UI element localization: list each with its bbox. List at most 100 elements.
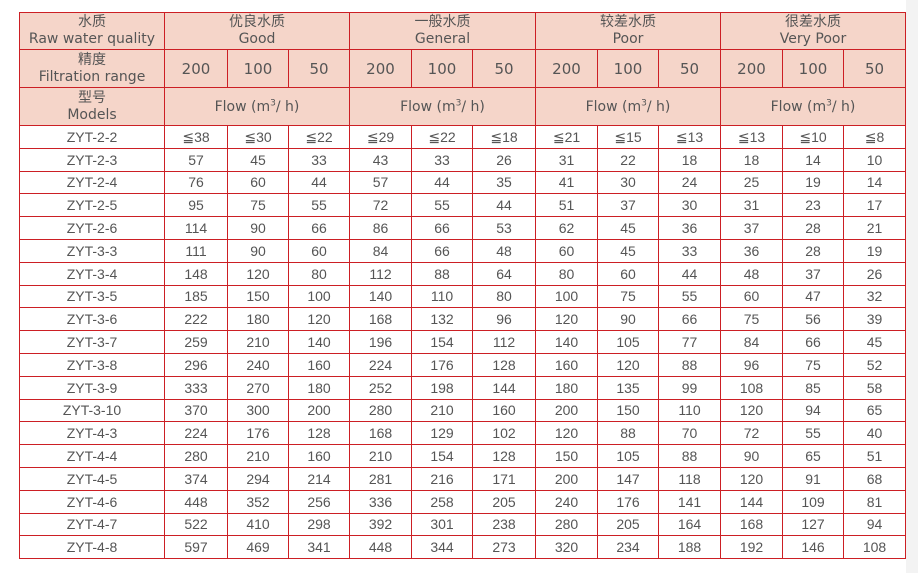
model-cell: ZYT-3-5	[19, 284, 165, 309]
flow-value-cell: 80	[288, 261, 350, 286]
flow-value-cell: 65	[782, 444, 844, 468]
flow-value-cell: 205	[472, 489, 536, 514]
flow-value-cell: 19	[782, 170, 844, 195]
model-cell: ZYT-2-4	[19, 170, 165, 195]
flow-value-cell: 65	[842, 398, 907, 423]
flow-value-cell: 333	[164, 375, 228, 400]
model-cell: ZYT-4-3	[19, 421, 165, 446]
flow-value-cell: 51	[535, 193, 598, 218]
flow-value-cell: 88	[658, 444, 721, 468]
model-cell: ZYT-3-4	[19, 261, 165, 286]
flow-value-cell: 198	[411, 375, 473, 400]
flow-value-cell: 140	[288, 330, 350, 354]
flow-value-cell: 25	[720, 170, 783, 195]
flow-value-cell: 60	[535, 238, 598, 263]
flow-value-cell: 90	[720, 444, 783, 468]
flow-value-cell: 258	[411, 489, 473, 514]
flow-value-cell: 160	[535, 352, 598, 377]
flow-value-cell: 118	[658, 466, 721, 491]
flow-value-cell: 176	[411, 352, 473, 377]
table-row: ZYT-4-3 224 176 128 168 129 102 120 88 70 72 55 40	[19, 421, 907, 446]
flow-value-cell: 99	[658, 375, 721, 400]
flow-value-cell: 141	[658, 489, 721, 514]
flow-value-cell: ≦30	[227, 125, 289, 149]
flow-value-cell: 55	[288, 193, 350, 218]
flow-value-cell: 128	[288, 421, 350, 446]
flow-value-cell: 129	[411, 421, 473, 446]
flow-unit-label: Flow (m3/ h)	[719, 87, 907, 126]
flow-value-cell: 150	[597, 398, 659, 423]
flow-value-cell: 66	[782, 330, 844, 354]
flow-value-cell: 17	[842, 193, 907, 218]
flow-value-cell: 216	[411, 466, 473, 491]
flow-value-cell: 90	[597, 307, 659, 332]
flow-value-cell: 150	[535, 444, 598, 468]
flow-value-cell: 44	[472, 193, 536, 218]
model-cell: ZYT-3-8	[19, 352, 165, 377]
flow-value-cell: 168	[349, 421, 412, 446]
flow-value-cell: 105	[597, 444, 659, 468]
flow-value-cell: 176	[597, 489, 659, 514]
flow-value-cell: 140	[349, 284, 412, 309]
flow-value-cell: 37	[597, 193, 659, 218]
flow-value-cell: 140	[535, 330, 598, 354]
table-row: ZYT-4-5 374 294 214 281 216 171 200 147 118 120 91 6…	[19, 466, 907, 491]
flow-value-cell: 128	[472, 352, 536, 377]
table-row: ZYT-2-2 ≦38 ≦30 ≦22 ≦29 ≦22 ≦18 ≦21 ≦15 ≦13 ≦13 ≦10…	[19, 125, 907, 149]
flow-value-cell: 62	[535, 216, 598, 240]
flow-value-cell: 81	[842, 489, 907, 514]
flow-value-cell: 210	[411, 398, 473, 423]
flow-value-cell: 522	[164, 512, 228, 537]
models-flow-row: 型号 Models Flow (m3/ h) Flow (m3/ h) Flow (m…	[19, 87, 907, 126]
flow-value-cell: 281	[349, 466, 412, 491]
flow-value-cell: 200	[535, 466, 598, 491]
flow-value-cell: 33	[411, 147, 473, 172]
filtration-range-cell: 200	[720, 49, 783, 88]
table-row: ZYT-2-4 76 60 44 57 44 35 41 30 24 25 19 14	[19, 170, 907, 195]
filtration-range-cell: 50	[658, 49, 721, 88]
flow-value-cell: 28	[782, 238, 844, 263]
flow-value-cell: 18	[720, 147, 783, 172]
flow-value-cell: 214	[288, 466, 350, 491]
flow-unit-label: Flow (m3/ h)	[164, 87, 350, 126]
flow-value-cell: 33	[288, 147, 350, 172]
flow-value-cell: 44	[658, 261, 721, 286]
flow-value-cell: 160	[288, 352, 350, 377]
flow-value-cell: 168	[349, 307, 412, 332]
flow-value-cell: 110	[658, 398, 721, 423]
filtration-range-cell: 50	[842, 49, 907, 88]
flow-value-cell: 21	[842, 216, 907, 240]
flow-value-cell: 94	[782, 398, 844, 423]
flow-value-cell: 51	[842, 444, 907, 468]
flow-value-cell: 240	[535, 489, 598, 514]
flow-value-cell: 100	[535, 284, 598, 309]
flow-value-cell: ≦18	[472, 125, 536, 149]
flow-value-cell: 37	[720, 216, 783, 240]
flow-value-cell: 180	[227, 307, 289, 332]
filtration-range-cell: 100	[782, 49, 844, 88]
flow-value-cell: 48	[720, 261, 783, 286]
flow-value-cell: 33	[658, 238, 721, 263]
flow-value-cell: 66	[288, 216, 350, 240]
flow-value-cell: 200	[535, 398, 598, 423]
flow-value-cell: 80	[472, 284, 536, 309]
flow-value-cell: 19	[842, 238, 907, 263]
flow-value-cell: 91	[782, 466, 844, 491]
table-row: ZYT-3-5 185 150 100 140 110 80 100 75 55 60 47 32	[19, 284, 907, 309]
flow-value-cell: ≦15	[597, 125, 659, 149]
filtration-range-label: 精度 Filtration range	[19, 49, 165, 88]
flow-value-cell: 280	[349, 398, 412, 423]
flow-value-cell: 154	[411, 444, 473, 468]
model-cell: ZYT-3-7	[19, 330, 165, 354]
model-cell: ZYT-4-4	[19, 444, 165, 468]
flow-value-cell: 210	[349, 444, 412, 468]
flow-value-cell: 22	[597, 147, 659, 172]
flow-value-cell: 298	[288, 512, 350, 537]
flow-value-cell: 146	[782, 535, 844, 560]
flow-value-cell: 55	[411, 193, 473, 218]
flow-value-cell: 352	[227, 489, 289, 514]
filtration-range-row: 精度 Filtration range 200 100 50 200 100 50 200 10…	[19, 49, 907, 88]
flow-value-cell: 112	[349, 261, 412, 286]
flow-value-cell: 64	[472, 261, 536, 286]
flow-value-cell: 270	[227, 375, 289, 400]
